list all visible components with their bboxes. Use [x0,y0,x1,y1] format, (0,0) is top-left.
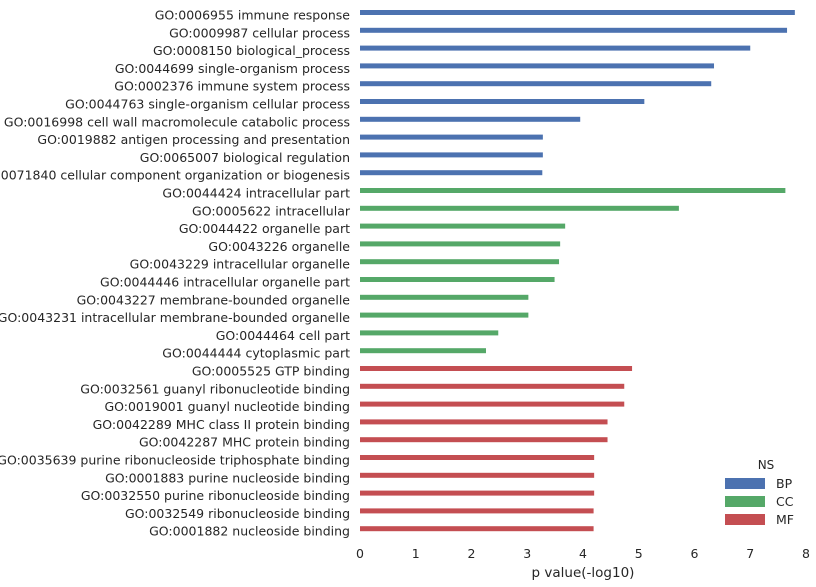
y-tick-label: GO:0008150 biological_process [153,43,350,58]
y-tick-label: GO:0019882 antigen processing and presen… [37,132,350,147]
legend-label-cc: CC [776,494,794,509]
bar-30 [360,526,594,531]
bar-25 [360,437,608,442]
y-tick-label: GO:0044699 single-organism process [115,61,350,76]
x-tick-label: 3 [523,546,531,561]
y-tick-label: GO:0044446 intracellular organelle part [100,275,350,290]
y-tick-label: GO:0044444 cytoplasmic part [162,346,350,361]
y-tick-label: GO:0006955 immune response [155,8,351,23]
y-tick-label: GO:0009987 cellular process [169,25,350,40]
y-tick-label: GO:0071840 cellular component organizati… [0,168,350,183]
x-tick-label: 7 [746,546,754,561]
bar-26 [360,455,594,460]
y-tick-label: GO:0032549 ribonucleoside binding [125,506,350,521]
y-tick-label: GO:0001882 nucleoside binding [149,524,350,539]
bar-17 [360,295,528,300]
bar-4 [360,63,714,68]
y-tick-labels: GO:0006955 immune response GO:0009987 cel… [0,8,351,539]
bar-10 [360,170,542,175]
y-tick-label: GO:0042289 MHC class II protein binding [93,417,350,432]
legend-label-mf: MF [776,512,794,527]
legend-swatch-bp [725,478,765,489]
y-tick-label: GO:0043231 intracellular membrane-bounde… [0,310,350,325]
bar-20 [360,348,486,353]
x-tick-label: 0 [356,546,364,561]
y-tick-label: GO:0035639 purine ribonucleoside triphos… [0,453,350,468]
y-tick-label: GO:0005622 intracellular [192,203,351,218]
bar-7 [360,117,580,122]
bar-11 [360,188,785,193]
y-tick-label: GO:0044763 single-organism cellular proc… [65,97,350,112]
bar-12 [360,206,679,211]
y-tick-label: GO:0032550 purine ribonucleoside binding [81,488,350,503]
bar-6 [360,99,644,104]
bar-8 [360,135,543,140]
y-tick-label: GO:0043227 membrane-bounded organelle [77,292,351,307]
x-tick-label: 2 [468,546,476,561]
y-tick-label: GO:0042287 MHC protein binding [139,435,350,450]
y-tick-label: GO:0001883 purine nucleoside binding [105,470,350,485]
bar-chart: GO:0006955 immune response GO:0009987 cel… [0,0,816,587]
bar-13 [360,224,565,229]
bar-27 [360,473,594,478]
y-tick-label: GO:0019001 guanyl nucleotide binding [104,399,350,414]
legend-title: NS [758,458,775,472]
bar-21 [360,366,632,371]
y-tick-label: GO:0043229 intracellular organelle [130,257,351,272]
bar-14 [360,241,560,246]
x-tick-labels: 0 1 2 3 4 5 6 7 8 [356,546,810,561]
legend: NS BP CC MF [725,458,794,527]
y-tick-label: GO:0044464 cell part [216,328,350,343]
x-axis-label: p value(-log10) [532,565,635,581]
y-tick-label: GO:0044424 intracellular part [162,186,350,201]
legend-label-bp: BP [776,476,793,491]
legend-swatch-mf [725,514,765,525]
x-tick-label: 6 [691,546,699,561]
bar-1 [360,10,795,15]
y-tick-label: GO:0032561 guanyl ribonucleotide binding [80,381,350,396]
bar-24 [360,419,608,424]
bar-9 [360,152,543,157]
bar-15 [360,259,559,264]
bar-2 [360,28,787,33]
bar-28 [360,491,594,496]
x-tick-label: 8 [802,546,810,561]
bar-23 [360,402,624,407]
bar-5 [360,81,711,86]
y-tick-label: GO:0005525 GTP binding [192,364,350,379]
bars-group [360,10,795,531]
x-tick-label: 4 [579,546,587,561]
bar-16 [360,277,555,282]
bar-22 [360,384,624,389]
y-tick-label: GO:0044422 organelle part [179,221,350,236]
bar-3 [360,46,750,51]
bar-18 [360,313,528,318]
y-tick-label: GO:0065007 biological regulation [140,150,350,165]
y-tick-label: GO:0016998 cell wall macromolecule catab… [4,114,350,129]
legend-swatch-cc [725,496,765,507]
bar-19 [360,330,498,335]
y-tick-label: GO:0002376 immune system process [114,79,350,94]
y-tick-label: GO:0043226 organelle [208,239,350,254]
x-tick-label: 5 [635,546,643,561]
bar-29 [360,508,594,513]
x-tick-label: 1 [412,546,420,561]
